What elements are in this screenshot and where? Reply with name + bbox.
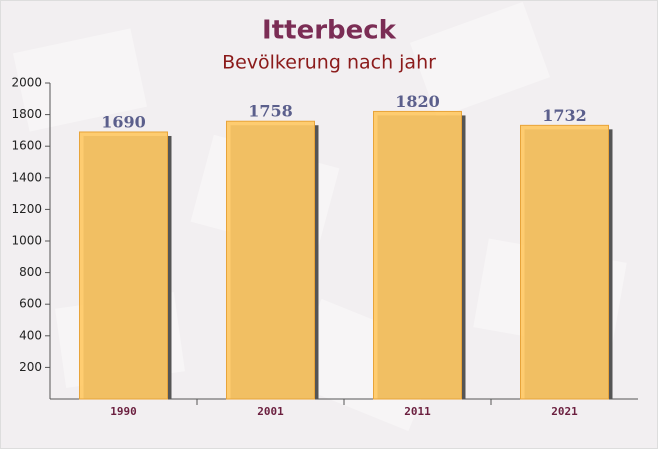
value-label: 1690 — [101, 112, 146, 131]
y-tick-label: 200 — [19, 360, 42, 374]
y-tick-label: 1000 — [11, 234, 42, 248]
y-tick-label: 400 — [19, 328, 42, 342]
x-tick-label: 2021 — [551, 405, 578, 418]
y-tick-label: 1200 — [11, 202, 42, 216]
chart-subtitle: Bevölkerung nach jahr — [222, 52, 436, 74]
bar — [226, 120, 315, 400]
bar — [373, 110, 462, 400]
bar — [79, 131, 168, 400]
bar — [520, 124, 609, 400]
y-tick-label: 1800 — [11, 107, 42, 121]
y-tick-label: 600 — [19, 297, 42, 311]
y-tick-label: 1600 — [11, 139, 42, 153]
y-tick-label: 800 — [19, 265, 42, 279]
value-label: 1758 — [248, 102, 293, 121]
x-tick-label: 2001 — [257, 405, 284, 418]
x-tick-label: 1990 — [110, 405, 137, 418]
y-tick-label: 1400 — [11, 170, 42, 184]
y-tick-label: 2000 — [11, 76, 42, 90]
value-label: 1732 — [542, 106, 587, 125]
x-tick-label: 2011 — [404, 405, 431, 418]
value-label: 1820 — [395, 92, 440, 111]
chart-title: Itterbeck — [262, 16, 397, 46]
